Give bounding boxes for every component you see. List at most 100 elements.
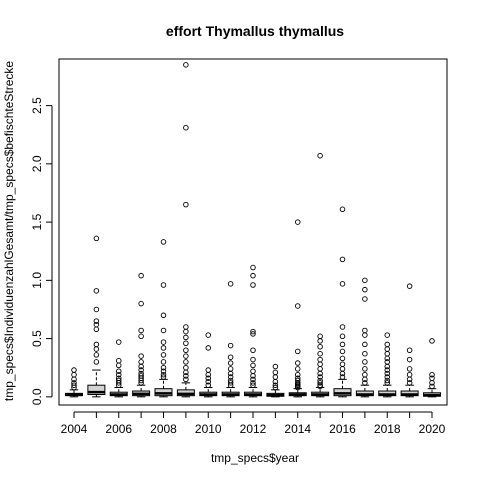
outlier-point — [183, 124, 189, 131]
outlier-point — [183, 376, 189, 383]
outlier-point — [362, 341, 368, 348]
outlier-point — [250, 264, 256, 271]
outlier-point — [272, 382, 279, 388]
outlier-point — [205, 382, 211, 388]
outlier-point — [138, 370, 144, 377]
box-2020 — [423, 338, 441, 398]
outlier-point — [429, 371, 435, 378]
outlier-point — [406, 283, 413, 289]
outlier-point — [339, 256, 346, 263]
outlier-point — [250, 382, 256, 388]
outlier-point — [227, 342, 234, 349]
box-2019 — [400, 283, 419, 398]
y-tick-label: 0.5 — [30, 330, 44, 347]
outlier-point — [250, 272, 256, 279]
outlier-point — [160, 352, 167, 358]
outlier-point — [339, 341, 346, 348]
outlier-point — [429, 383, 435, 390]
outlier-point — [317, 350, 323, 357]
outlier-point — [160, 374, 167, 380]
x-tick-label: 2020 — [419, 422, 446, 436]
box-2010 — [199, 332, 218, 398]
outlier-point — [339, 206, 346, 213]
outlier-point — [205, 367, 211, 373]
outlier-point — [93, 321, 100, 328]
outlier-point — [295, 303, 301, 309]
outlier-point — [406, 366, 413, 372]
x-tick-label: 2010 — [195, 422, 222, 436]
outlier-point — [384, 370, 391, 377]
box-2004 — [65, 367, 83, 398]
outlier-point — [406, 371, 413, 378]
outlier-point — [227, 374, 234, 380]
box-2007 — [132, 272, 151, 398]
outlier-point — [183, 62, 189, 68]
outlier-point — [115, 368, 122, 374]
box-iqr — [87, 384, 106, 396]
outlier-point — [362, 277, 368, 284]
outlier-point — [205, 378, 211, 385]
outlier-point — [183, 340, 189, 347]
box-2014 — [288, 219, 307, 398]
outlier-point — [183, 359, 189, 365]
outlier-point — [362, 296, 368, 302]
outlier-point — [138, 373, 144, 379]
outlier-point — [384, 367, 391, 373]
outlier-point — [384, 332, 391, 338]
outlier-point — [384, 377, 391, 384]
y-axis-label: tmp_specs$IndividuenzahlGesamt/tmp_specs… — [2, 61, 16, 402]
y-tick-label: 1.5 — [30, 213, 44, 230]
outlier-point — [429, 375, 435, 381]
y-tick-label: 1.0 — [30, 272, 44, 289]
outlier-point — [115, 339, 122, 345]
outlier-point — [362, 327, 368, 334]
outlier-point — [295, 360, 301, 366]
plot-frame — [58, 58, 448, 406]
outlier-point — [295, 371, 301, 378]
outlier-point — [160, 368, 167, 374]
x-axis: 2004 2006 2008 2010 2012 2014 2016 2018 2020 — [61, 411, 446, 436]
outlier-point — [317, 374, 323, 380]
outlier-point — [295, 219, 301, 225]
outlier-point — [250, 282, 256, 288]
outlier-point — [138, 367, 144, 373]
outlier-point — [317, 356, 323, 363]
outlier-point — [93, 341, 100, 348]
x-axis-label: tmp_specs$year — [211, 451, 299, 465]
outlier-point — [227, 360, 234, 366]
x-tick-label: 2014 — [284, 422, 311, 436]
box-2011 — [221, 281, 240, 398]
outlier-point — [250, 356, 256, 363]
outlier-point — [138, 359, 144, 365]
outlier-point — [183, 364, 189, 371]
outlier-point — [160, 239, 167, 245]
outlier-point — [93, 318, 100, 324]
outlier-point — [317, 380, 323, 386]
outlier-point — [339, 374, 346, 380]
outlier-point — [384, 380, 391, 386]
outlier-point — [384, 359, 391, 365]
outlier-point — [205, 332, 211, 338]
outlier-point — [362, 366, 368, 372]
box-2008 — [154, 239, 173, 398]
outlier-point — [227, 377, 234, 384]
outlier-point — [250, 347, 256, 353]
outlier-point — [205, 345, 211, 351]
outlier-point — [295, 366, 301, 372]
outlier-point — [339, 324, 346, 330]
outlier-point — [160, 327, 167, 334]
outlier-point — [406, 380, 413, 386]
y-tick-label: 2.5 — [30, 97, 44, 114]
outlier-point — [115, 357, 122, 364]
outlier-point — [406, 347, 413, 353]
outlier-point — [227, 354, 234, 360]
outlier-point — [317, 377, 323, 384]
outlier-point — [183, 324, 189, 330]
x-tick-label: 2008 — [150, 422, 177, 436]
outlier-point — [183, 347, 189, 353]
outlier-point — [250, 362, 256, 369]
box-2016 — [333, 206, 352, 398]
outlier-point — [183, 353, 189, 359]
outlier-point — [227, 380, 234, 386]
outlier-point — [93, 306, 100, 313]
